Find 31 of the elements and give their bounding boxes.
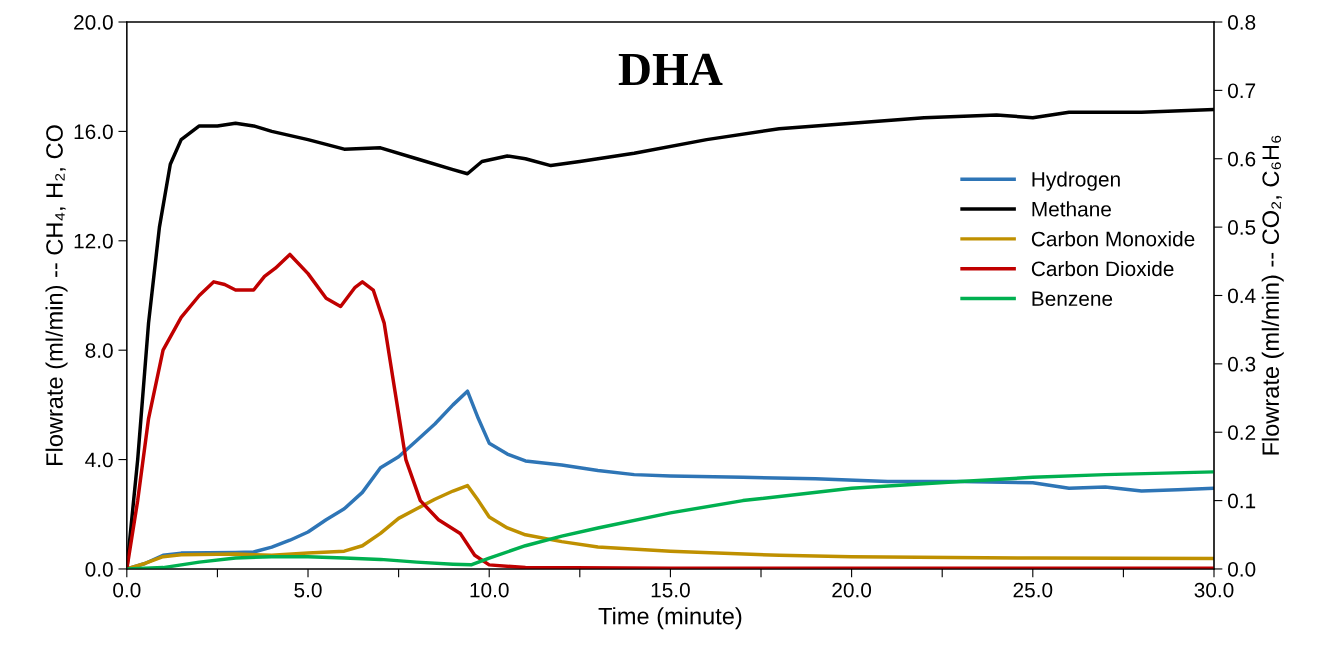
x-axis-title: Time (minute) <box>598 607 742 630</box>
legend-label: Carbon Dioxide <box>1031 260 1174 277</box>
y2-tick-label: 0.8 <box>1228 15 1256 30</box>
legend-label: Hydrogen <box>1032 171 1120 191</box>
x-tick-label: 20.0 <box>832 582 872 598</box>
y-tick-label: 16.0 <box>74 124 113 140</box>
y2-tick-label: 0.0 <box>1228 561 1256 577</box>
y-tick-label: 12.0 <box>74 233 113 249</box>
y-tick-label: 20.0 <box>74 15 113 30</box>
y-tick-label: 4.0 <box>85 452 113 468</box>
legend-label: Carbon Monoxide <box>1031 231 1195 247</box>
y2-tick-label: 0.1 <box>1228 493 1256 509</box>
legend-label: Methane <box>1032 201 1111 217</box>
x-tick-label: 15.0 <box>651 582 690 598</box>
y2-tick-label: 0.4 <box>1228 288 1256 304</box>
y2-tick-label: 0.6 <box>1228 151 1256 167</box>
y2-tick-label: 0.3 <box>1228 356 1256 372</box>
y-axis-title: Flowrate (ml/min) -- CH₄, H₂, CO <box>45 125 68 465</box>
text: DHA <box>618 53 723 85</box>
x-tick-label: 0.0 <box>113 582 141 598</box>
y2-axis-title: Flowrate (ml/min) -- CO₂, C₆H₆ <box>1261 135 1284 455</box>
x-tick-label: 5.0 <box>294 582 322 598</box>
y-tick-label: 0.0 <box>85 561 113 577</box>
x-tick-label: 30.0 <box>1194 582 1234 598</box>
y2-tick-label: 0.2 <box>1228 425 1256 440</box>
x-tick-label: 25.0 <box>1013 582 1053 598</box>
y2-tick-label: 0.5 <box>1228 220 1256 235</box>
x-tick-label: 10.0 <box>470 582 509 598</box>
legend-label: Benzene <box>1032 291 1113 307</box>
y-tick-label: 8.0 <box>85 343 113 358</box>
y2-tick-label: 0.7 <box>1228 83 1256 99</box>
